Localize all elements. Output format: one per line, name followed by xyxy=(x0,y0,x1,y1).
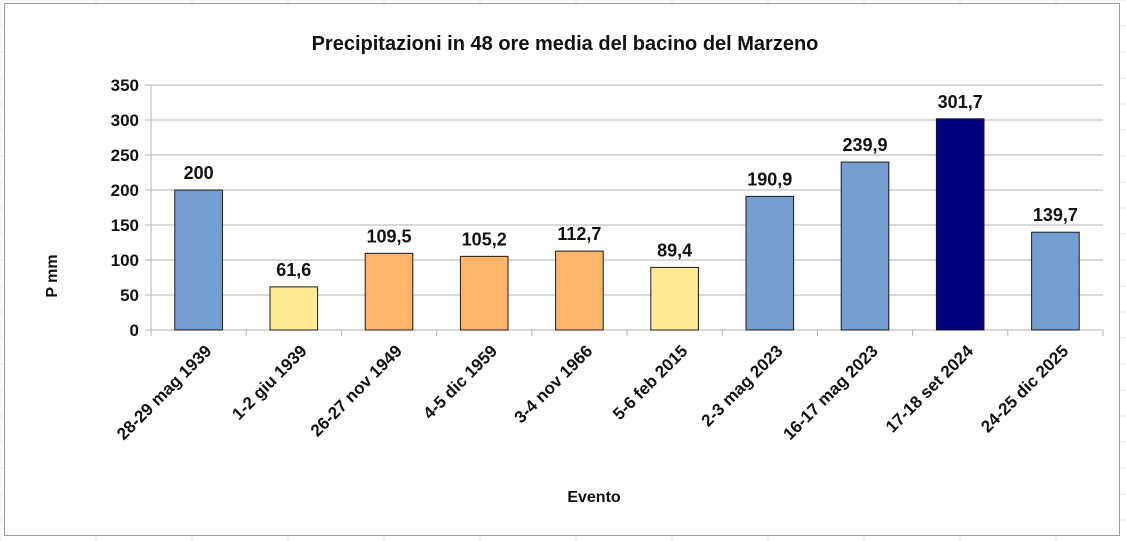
category-label: 5-6 feb 2015 xyxy=(609,341,691,423)
bar xyxy=(650,266,699,331)
bar xyxy=(1031,231,1080,331)
category-label: 26-27 nov 1949 xyxy=(307,341,406,440)
x-axis-title: Evento xyxy=(567,489,621,506)
data-label: 139,7 xyxy=(1033,205,1078,225)
y-tick-label: 50 xyxy=(120,286,139,305)
bar xyxy=(459,255,509,331)
y-tick-label: 300 xyxy=(111,111,139,130)
data-label: 105,2 xyxy=(462,229,507,249)
category-label: 28-29 mag 1939 xyxy=(113,341,215,443)
chart-title: Precipitazioni in 48 ore media del bacin… xyxy=(312,33,819,55)
bar xyxy=(555,250,604,331)
category-label: 24-25 dic 2025 xyxy=(977,341,1072,436)
y-tick-label: 100 xyxy=(111,251,139,270)
bar xyxy=(935,118,985,331)
data-label: 61,6 xyxy=(276,260,311,280)
data-label: 89,4 xyxy=(657,240,692,260)
y-axis-title: P mm xyxy=(44,254,61,297)
category-label: 16-17 mag 2023 xyxy=(780,341,882,443)
data-label: 301,7 xyxy=(938,92,983,112)
bar xyxy=(269,286,319,331)
data-label: 112,7 xyxy=(557,224,601,244)
bar xyxy=(364,252,414,331)
category-label: 17-18 set 2024 xyxy=(882,341,977,436)
category-label: 1-2 giu 1939 xyxy=(228,341,310,423)
y-tick-label: 200 xyxy=(111,181,139,200)
y-tick-label: 150 xyxy=(111,216,139,235)
data-labels: 200 61,6 109,5 105,2 112,7 89,4 190,9 239,9 301,… xyxy=(184,92,1078,280)
bar-chart: Precipitazioni in 48 ore media del bacin… xyxy=(44,33,1104,506)
y-tick-label: 250 xyxy=(111,146,139,165)
y-tick-label: 0 xyxy=(130,321,139,340)
data-label: 109,5 xyxy=(366,226,411,246)
data-label: 190,9 xyxy=(747,169,792,189)
category-label: 4-5 dic 1959 xyxy=(419,341,501,423)
data-label: 239,9 xyxy=(842,135,887,155)
chart-frame[interactable]: Precipitazioni in 48 ore media del bacin… xyxy=(4,3,1120,536)
bar xyxy=(745,195,795,331)
bar xyxy=(840,161,890,331)
bar xyxy=(174,189,223,331)
y-tick-label: 350 xyxy=(111,76,139,95)
category-label: 2-3 mag 2023 xyxy=(698,341,787,430)
category-label: 3-4 nov 1966 xyxy=(511,341,597,427)
data-label: 200 xyxy=(184,163,214,183)
bars xyxy=(174,118,1080,331)
y-axis-ticks: 0 50 100 150 200 250 300 350 xyxy=(111,76,139,340)
